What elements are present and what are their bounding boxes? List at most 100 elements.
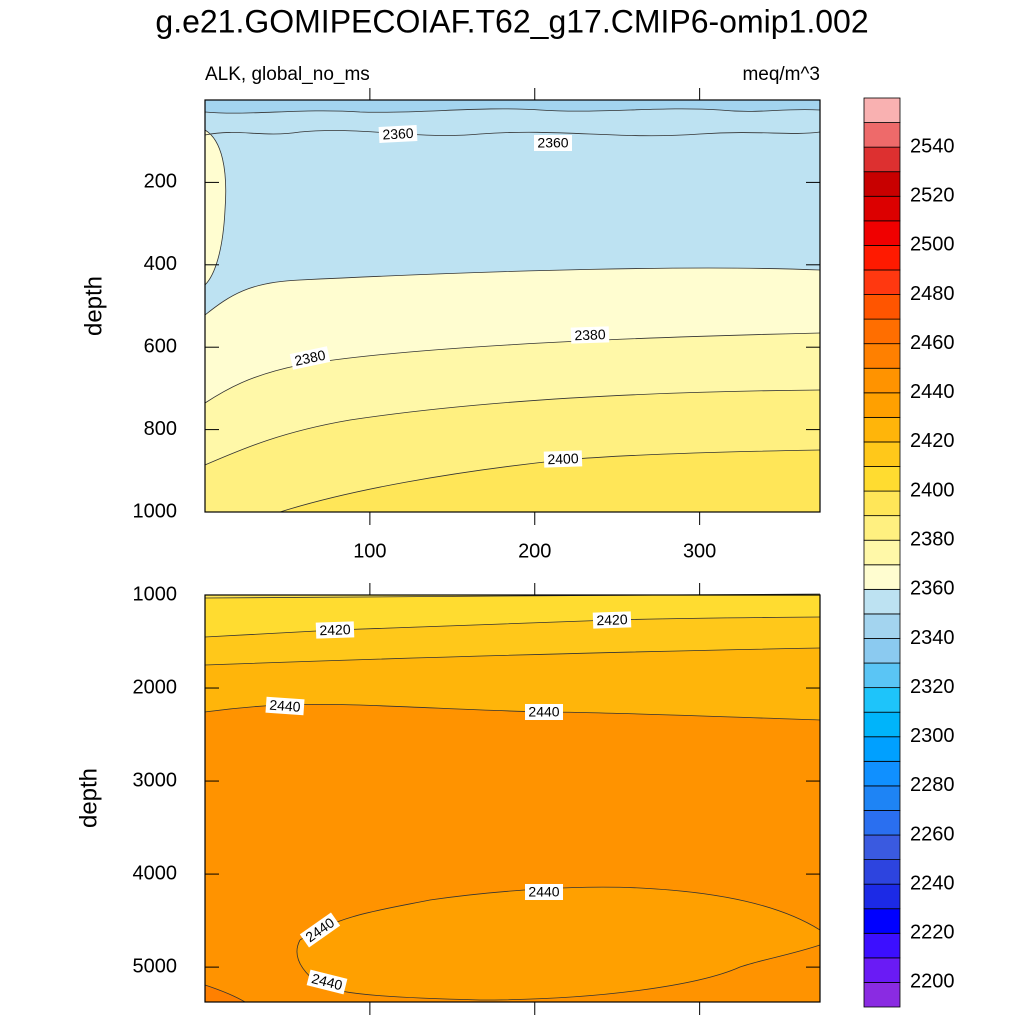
colorbar-box [863, 245, 901, 271]
y-tick-label: 4000 [133, 862, 178, 884]
x-tick-label: 300 [683, 540, 716, 562]
colorbar-box [863, 490, 901, 517]
contour-label: 2360 [534, 135, 572, 151]
plot-frame [204, 99, 821, 513]
plot-frame [204, 594, 821, 1003]
contour-label: 2440 [525, 884, 563, 900]
colorbar-box [863, 908, 901, 934]
contour-label-text: 2440 [269, 697, 301, 715]
contour-region [205, 985, 245, 1002]
subtitle-right: meq/m^3 [742, 64, 820, 85]
x-tick-label: 200 [518, 540, 551, 562]
y-tick-label: 3000 [133, 769, 178, 791]
contour-label-box [306, 969, 348, 995]
contour-label-box [534, 135, 572, 151]
colorbar-box [863, 785, 901, 811]
y-axis-label: depth [80, 276, 107, 336]
colorbar-box [863, 343, 901, 369]
contour-label-box [592, 611, 632, 629]
colorbar-box [863, 441, 901, 467]
colorbar-box [863, 171, 901, 197]
colorbar-box [863, 318, 901, 345]
colorbar-tick-label: 2380 [910, 528, 955, 550]
contour-label: 2400 [543, 450, 583, 468]
contour-label-text: 2380 [293, 347, 327, 369]
contour-label-text: 2420 [596, 611, 628, 628]
colorbar-box [863, 367, 901, 394]
y-axis-label: depth [75, 768, 102, 828]
contour-label: 2420 [592, 611, 632, 629]
contour-label: 2440 [306, 969, 348, 995]
chart-title: g.e21.GOMIPECOIAF.T62_g17.CMIP6-omip1.00… [155, 3, 868, 39]
colorbar-tick-label: 2400 [910, 479, 955, 501]
colorbar-box [863, 392, 901, 418]
colorbar-box [863, 736, 901, 762]
colorbar-box [863, 539, 901, 566]
colorbar-box [863, 122, 901, 148]
contour-label-text: 2440 [528, 884, 559, 900]
contour-label-box [525, 704, 563, 720]
colorbar-box [863, 220, 901, 246]
colorbar-tick-label: 2500 [910, 234, 955, 256]
contour-region [205, 594, 820, 637]
colorbar-tick-label: 2540 [910, 135, 955, 157]
colorbar-tick-label: 2360 [910, 578, 955, 600]
contour-fill [204, 100, 821, 513]
colorbar-box [863, 146, 901, 173]
contour-region [205, 100, 820, 114]
colorbar-tick-label: 2220 [910, 922, 955, 944]
colorbar-box [863, 957, 901, 983]
colorbar-box [863, 588, 901, 615]
y-tick-label: 200 [144, 171, 177, 193]
colorbar-box [863, 883, 901, 910]
colorbar-tick-label: 2240 [910, 872, 955, 894]
colorbar-tick-label: 2320 [910, 676, 955, 698]
contour-label-box [525, 884, 563, 900]
y-tick-label: 1000 [133, 583, 178, 605]
colorbar-tick-label: 2460 [910, 332, 955, 354]
contour-label-box [265, 696, 305, 716]
contour-region [205, 268, 820, 403]
colorbar-tick-label: 2340 [910, 627, 955, 649]
colorbar-box [863, 97, 901, 123]
colorbar-box [863, 613, 901, 639]
contour-label-box [570, 326, 610, 344]
contour-region [280, 450, 820, 512]
colorbar-box [863, 810, 901, 836]
colorbar-tick-label: 2300 [910, 725, 955, 747]
colorbar-box [863, 466, 901, 492]
contour-region [205, 130, 820, 315]
contour-label-box [289, 346, 331, 370]
contour-label-text: 2440 [310, 970, 344, 993]
colorbar-box [863, 662, 901, 689]
contour-label: 2360 [378, 125, 418, 143]
contour-region [205, 333, 820, 465]
colorbar-box [863, 638, 901, 664]
y-tick-label: 5000 [133, 955, 178, 977]
contour-region [205, 648, 820, 720]
contour-label-text: 2360 [537, 135, 568, 151]
contour-label-text: 2420 [319, 621, 351, 638]
colorbar-box [863, 760, 901, 787]
y-tick-label: 600 [144, 335, 177, 357]
contour-label-text: 2360 [382, 125, 414, 143]
contour-label-box [543, 450, 583, 468]
colorbar-tick-label: 2420 [910, 430, 955, 452]
y-tick-label: 400 [144, 253, 177, 275]
y-tick-label: 2000 [133, 676, 178, 698]
contour-label-box [299, 912, 341, 948]
contour-label-box [315, 621, 355, 639]
colorbar-tick-label: 2480 [910, 283, 955, 305]
contour-label-text: 2440 [528, 704, 559, 720]
colorbar-tick-label: 2200 [910, 971, 955, 993]
colorbar-box [863, 687, 901, 713]
contour-region [205, 390, 820, 512]
contour-fill [204, 593, 821, 1003]
colorbar-box [863, 834, 901, 860]
y-tick-label: 800 [144, 418, 177, 440]
colorbar-tick-label: 2260 [910, 823, 955, 845]
colorbar-box [863, 195, 901, 222]
colorbar-box [863, 294, 901, 320]
colorbar-box [863, 711, 901, 738]
